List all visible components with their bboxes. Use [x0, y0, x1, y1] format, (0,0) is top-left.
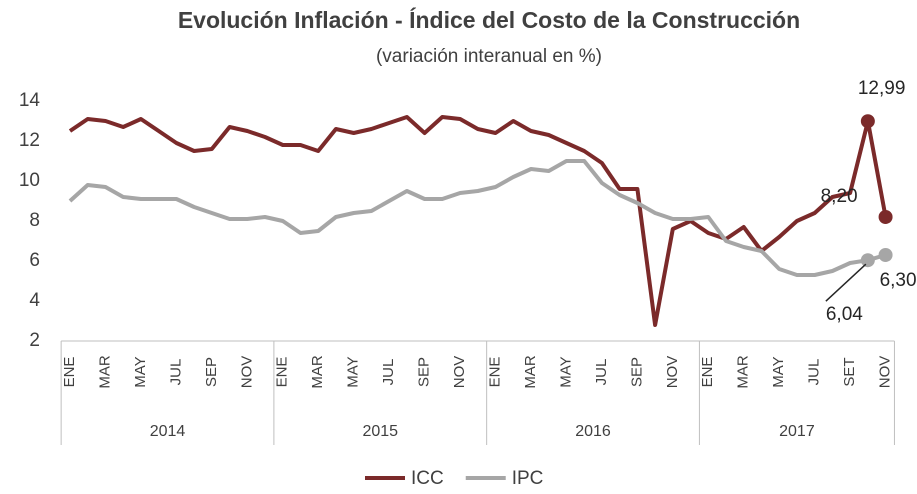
x-tick-label: JUL [167, 359, 184, 386]
x-tick-label: MAY [132, 356, 149, 387]
x-tick-label: SET [841, 357, 858, 386]
x-tick-label: ENE [61, 357, 78, 388]
x-tick-label: MAR [522, 355, 539, 389]
chart-title: Evolución Inflación - Índice del Costo d… [178, 6, 800, 33]
x-tick-label: MAY [345, 356, 362, 387]
data-label: 6,30 [880, 270, 917, 291]
y-tick-label: 10 [19, 170, 40, 191]
group-label: 2014 [150, 423, 186, 440]
y-tick-label: 12 [19, 130, 40, 151]
point-marker [860, 114, 875, 129]
chart-subtitle: (variación interanual en %) [376, 46, 602, 67]
data-label: 12,99 [858, 78, 906, 99]
x-tick-label: SEP [628, 357, 645, 387]
x-tick-label: NOV [238, 356, 255, 389]
legend-label: IPC [512, 468, 544, 489]
x-tick-label: SEP [416, 357, 433, 387]
legend-label: ICC [411, 468, 444, 489]
data-label: 8,20 [821, 186, 858, 207]
label-callout [825, 263, 867, 302]
x-tick-label: JUL [380, 359, 397, 386]
point-marker [860, 253, 875, 268]
point-marker [878, 210, 893, 224]
y-tick-label: 2 [29, 330, 40, 351]
x-tick-label: ENE [274, 357, 291, 388]
y-tick-label: 6 [29, 250, 40, 271]
data-label: 6,04 [826, 304, 863, 325]
x-tick-label: ENE [699, 357, 716, 388]
x-tick-label: MAR [309, 355, 326, 389]
group-label: 2015 [362, 423, 398, 440]
y-tick-label: 8 [29, 210, 40, 231]
x-tick-label: NOV [664, 356, 681, 389]
series-line [68, 159, 887, 277]
point-marker [878, 248, 893, 262]
x-tick-label: MAY [557, 356, 574, 387]
y-tick-label: 14 [19, 90, 41, 111]
x-tick-label: MAR [735, 355, 752, 389]
series-line [68, 115, 888, 327]
x-tick-label: JUL [806, 359, 823, 386]
x-tick-label: MAR [96, 355, 113, 389]
x-tick-label: NOV [451, 356, 468, 389]
y-tick-label: 4 [29, 290, 40, 311]
x-tick-label: NOV [877, 356, 894, 389]
group-label: 2016 [575, 423, 611, 440]
x-tick-label: SEP [203, 357, 220, 387]
x-tick-label: JUL [593, 359, 610, 386]
group-label: 2017 [779, 423, 815, 440]
x-tick-label: ENE [486, 357, 503, 388]
x-tick-label: MAY [770, 356, 787, 387]
